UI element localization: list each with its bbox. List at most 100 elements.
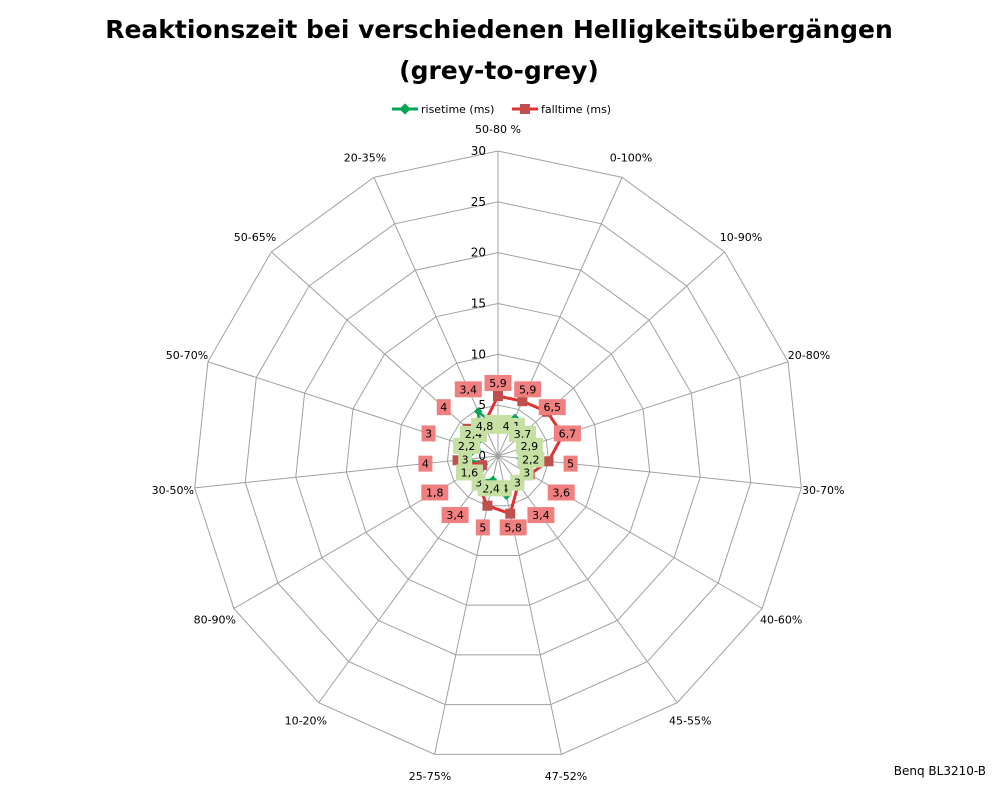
data-label-text: 3,4 bbox=[446, 509, 464, 522]
data-label-text: 2,4 bbox=[482, 482, 500, 495]
data-label-bg bbox=[475, 519, 490, 536]
legend-item-falltime: falltime (ms) bbox=[512, 103, 611, 116]
data-label-text: 6,5 bbox=[543, 401, 561, 414]
legend-label-risetime: risetime (ms) bbox=[421, 103, 494, 116]
category-label-40-60: 40-60% bbox=[760, 614, 802, 627]
data-label-bg bbox=[563, 455, 578, 472]
data-label-bg bbox=[418, 455, 433, 472]
legend-item-risetime: risetime (ms) bbox=[392, 103, 494, 116]
data-label-risetime-ms-30-70: 2,2 bbox=[517, 451, 545, 468]
data-label-bg bbox=[527, 507, 555, 524]
data-label-text: 5 bbox=[479, 521, 486, 534]
category-label-30-70: 30-70% bbox=[802, 484, 844, 497]
data-labels: 2,74,13,72,92,23342,431,632,22,44,85,95,… bbox=[418, 375, 581, 536]
data-label-text: 3 bbox=[462, 453, 469, 466]
data-label-falltime-ms-45-55: 3,4 bbox=[527, 507, 555, 524]
grid-ring bbox=[446, 404, 550, 507]
data-label-bg bbox=[547, 484, 575, 501]
tick-label-20: 20 bbox=[471, 246, 486, 260]
tick-label-10: 10 bbox=[471, 347, 486, 361]
grid-ring bbox=[345, 302, 651, 606]
spoke-20-80 bbox=[497, 361, 789, 457]
category-label-50-70: 50-70% bbox=[166, 349, 208, 362]
data-label-text: 3 bbox=[514, 477, 521, 490]
data-label-text: 3,6 bbox=[552, 487, 570, 500]
marker-falltime-30-70 bbox=[543, 456, 554, 467]
data-label-text: 1,6 bbox=[461, 467, 479, 480]
spoke-50-70 bbox=[207, 361, 499, 457]
category-label-0-100: 0-100% bbox=[610, 151, 652, 164]
data-label-bg bbox=[538, 399, 566, 416]
data-label-bg bbox=[458, 451, 473, 468]
data-label-bg bbox=[510, 474, 525, 491]
category-label-80-90: 80-90% bbox=[194, 614, 236, 627]
legend-label-falltime: falltime (ms) bbox=[541, 103, 611, 116]
data-label-text: 2,9 bbox=[521, 440, 539, 453]
spoke-50-65 bbox=[271, 251, 499, 457]
data-label-text: 5,9 bbox=[489, 377, 507, 390]
data-label-risetime-ms-45-55: 3 bbox=[510, 474, 525, 491]
data-label-falltime-ms-50-80: 5,9 bbox=[484, 375, 512, 391]
marker-falltime-30-50 bbox=[452, 455, 463, 466]
data-label-bg bbox=[441, 507, 469, 524]
data-label-falltime-ms-30-50: 4 bbox=[418, 455, 433, 472]
spoke-80-90 bbox=[233, 455, 499, 609]
data-label-bg bbox=[455, 464, 483, 481]
data-label-text: 3,4 bbox=[460, 383, 478, 396]
data-label-text: 2,2 bbox=[458, 440, 476, 453]
category-label-10-90: 10-90% bbox=[720, 231, 762, 244]
category-label-30-50: 30-50% bbox=[152, 484, 194, 497]
data-label-text: 4 bbox=[422, 458, 429, 471]
grid-ring bbox=[194, 150, 802, 755]
grid-ring bbox=[295, 252, 701, 656]
category-label-20-35: 20-35% bbox=[344, 151, 386, 164]
legend: risetime (ms) falltime (ms) bbox=[392, 103, 611, 116]
radial-tick-labels: 0 5 10 15 20 25 30 bbox=[471, 144, 486, 463]
data-label-falltime-ms-47-52: 5,8 bbox=[499, 519, 527, 536]
spoke-45-55 bbox=[497, 455, 678, 704]
data-label-falltime-ms-50-70: 3 bbox=[421, 425, 436, 442]
data-label-bg bbox=[484, 375, 512, 391]
data-label-bg bbox=[436, 399, 451, 416]
data-label-text: 2,2 bbox=[522, 453, 540, 466]
legend-marker-falltime bbox=[520, 104, 530, 114]
chart-subtitle: (grey-to-grey) bbox=[399, 56, 599, 85]
data-label-falltime-ms-40-60: 3,6 bbox=[547, 484, 575, 501]
data-label-bg bbox=[471, 417, 499, 434]
data-label-text: 3 bbox=[425, 427, 432, 440]
data-label-bg bbox=[499, 519, 527, 536]
spoke-0-100 bbox=[497, 177, 623, 457]
data-label-bg bbox=[517, 451, 545, 468]
category-label-50-80: 50-80 % bbox=[475, 123, 521, 136]
data-label-text: 6,7 bbox=[559, 427, 577, 440]
legend-marker-risetime bbox=[399, 103, 411, 115]
data-label-text: 1,8 bbox=[426, 487, 444, 500]
data-label-falltime-ms-50-65: 4 bbox=[436, 399, 451, 416]
data-label-text: 5,8 bbox=[504, 521, 522, 534]
data-label-risetime-ms-30-50: 3 bbox=[458, 451, 473, 468]
data-label-text: 3 bbox=[475, 477, 482, 490]
spoke-10-20 bbox=[318, 455, 499, 704]
chart-title: Reaktionszeit bei verschiedenen Helligke… bbox=[105, 15, 893, 44]
data-label-text: 3 bbox=[523, 467, 530, 480]
data-label-text: 4 bbox=[440, 401, 447, 414]
marker-falltime-47-52 bbox=[505, 508, 516, 519]
category-label-25-75: 25-75% bbox=[409, 770, 451, 783]
spoke-10-90 bbox=[497, 251, 725, 457]
data-label-falltime-ms-80-90: 1,8 bbox=[421, 484, 449, 501]
data-label-text: 4,8 bbox=[476, 420, 494, 433]
data-label-falltime-ms-20-80: 6,7 bbox=[553, 425, 581, 442]
data-label-bg bbox=[421, 484, 449, 501]
tick-label-25: 25 bbox=[471, 195, 486, 209]
marker-falltime-0-100 bbox=[517, 396, 528, 407]
data-label-risetime-ms-80-90: 1,6 bbox=[455, 464, 483, 481]
category-label-20-80: 20-80% bbox=[788, 349, 830, 362]
tick-label-5: 5 bbox=[478, 398, 486, 412]
data-label-text: 5 bbox=[567, 458, 574, 471]
footer-model-label: Benq BL3210-B bbox=[894, 764, 986, 778]
data-label-falltime-ms-10-90: 6,5 bbox=[538, 399, 566, 416]
category-label-45-55: 45-55% bbox=[669, 715, 711, 728]
data-label-falltime-ms-10-20: 3,4 bbox=[441, 507, 469, 524]
category-label-47-52: 47-52% bbox=[545, 770, 587, 783]
